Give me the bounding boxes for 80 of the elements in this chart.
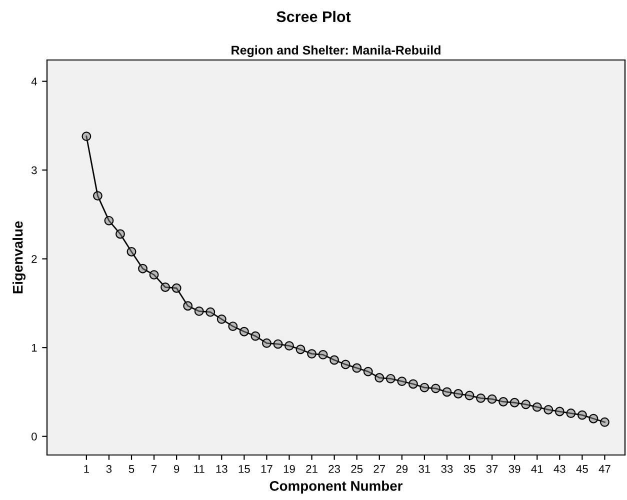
point (216, 314, 226, 324)
x-tick-label: 17 (261, 465, 272, 473)
point (464, 390, 474, 400)
point (228, 322, 238, 332)
point (239, 326, 249, 336)
x-tick-label: 27 (374, 465, 385, 473)
x-tick-label: 35 (464, 465, 476, 473)
point (206, 307, 216, 317)
x-tick-label: 25 (351, 465, 363, 473)
point (420, 382, 430, 392)
x-tick-label: 15 (238, 465, 250, 473)
point (82, 132, 92, 142)
point (363, 366, 373, 376)
x-tick-label: 41 (531, 465, 543, 473)
point (532, 402, 542, 412)
point (104, 216, 114, 226)
x-tick-label: 33 (441, 465, 453, 473)
y-tick-label: 1 (32, 344, 37, 352)
point (600, 417, 610, 427)
point (340, 360, 350, 370)
x-tick-label: 45 (576, 465, 588, 473)
point (307, 349, 316, 359)
point (126, 247, 136, 256)
x-tick-label: 37 (486, 465, 498, 473)
point (454, 389, 463, 398)
point (588, 414, 598, 424)
point (138, 264, 148, 274)
point (554, 406, 564, 416)
point (92, 191, 102, 201)
point (577, 410, 587, 420)
point (250, 331, 260, 341)
chart-title: Scree Plot (276, 10, 351, 22)
point (116, 229, 125, 239)
point (566, 408, 576, 418)
x-tick-label: 13 (216, 465, 228, 473)
point (430, 384, 440, 394)
x-tick-label: 43 (554, 465, 566, 473)
point (374, 373, 384, 382)
x-tick-label: 31 (418, 465, 430, 473)
x-tick-label: 47 (598, 465, 610, 473)
point (544, 405, 554, 414)
point (194, 306, 204, 316)
point (352, 363, 362, 373)
point (386, 374, 396, 384)
x-tick-label: 1 (84, 465, 89, 473)
point (498, 397, 508, 406)
x-tick-label: 23 (328, 465, 340, 473)
point (442, 387, 452, 397)
x-tick-label: 5 (128, 465, 134, 473)
y-tick-label: 2 (32, 255, 37, 263)
x-tick-label: 7 (152, 465, 157, 473)
point (397, 376, 407, 386)
x-tick-label: 11 (194, 465, 204, 473)
x-tick-label: 21 (306, 465, 318, 473)
chart-subtitle: Region and Shelter: Manila-Rebuild (232, 45, 440, 58)
y-tick-label: 3 (32, 166, 37, 174)
point (318, 350, 328, 360)
point (284, 341, 294, 351)
point (476, 393, 486, 403)
x-tick-label: 3 (106, 465, 112, 473)
point (510, 398, 520, 408)
point (149, 270, 159, 280)
point (172, 283, 182, 293)
x-axis-title: Component Number (270, 480, 403, 494)
y-tick-label: 0 (32, 432, 37, 440)
point (296, 344, 306, 354)
point (487, 394, 497, 404)
x-tick-label: 19 (284, 465, 295, 473)
x-tick-label: 9 (174, 465, 180, 473)
point (262, 338, 272, 348)
point (408, 379, 418, 389)
y-tick-label: 4 (31, 78, 37, 86)
y-axis-title: Eigenvalue (12, 221, 26, 294)
point (183, 301, 193, 311)
point (521, 400, 531, 410)
x-tick-label: 29 (396, 465, 408, 473)
x-tick-label: 39 (508, 465, 520, 473)
point (273, 339, 283, 349)
point (330, 355, 340, 365)
point (160, 282, 170, 292)
